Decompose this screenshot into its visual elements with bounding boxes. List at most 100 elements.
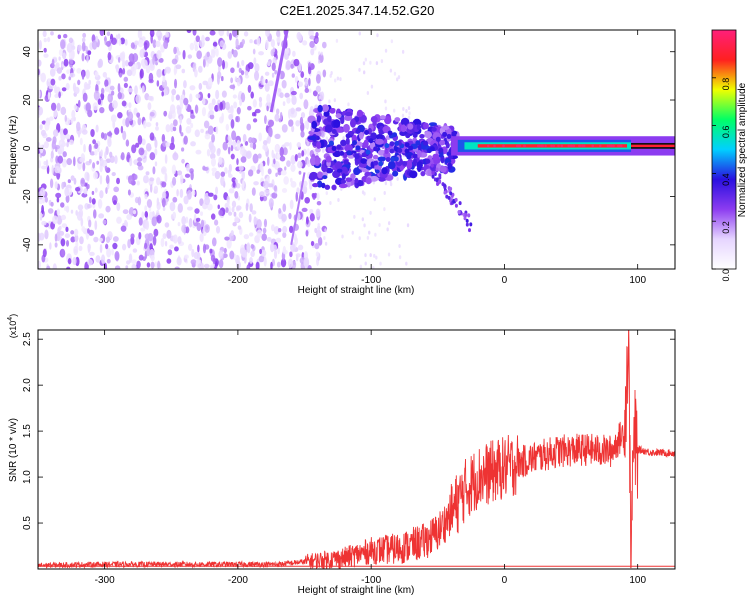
heatmap-cell: [441, 125, 450, 130]
heatmap-cell: [286, 160, 291, 168]
heatmap-cell: [66, 158, 73, 166]
heatmap-cell: [156, 80, 160, 87]
heatmap-cell: [258, 132, 263, 142]
heatmap-cell: [123, 82, 128, 89]
heatmap-cell: [398, 243, 401, 248]
heatmap-cell: [268, 198, 274, 208]
heatmap-cell: [94, 220, 98, 231]
heatmap-cell: [253, 57, 257, 65]
heatmap-cell: [65, 205, 70, 213]
heatmap-cell: [352, 140, 358, 146]
heatmap-cell: [227, 169, 232, 176]
heatmap-cell: [274, 113, 280, 122]
heatmap-cell: [198, 65, 203, 73]
heatmap-cell: [386, 227, 389, 232]
heatmap-cell: [610, 144, 613, 148]
heatmap-cell: [408, 145, 414, 151]
heatmap-cell: [544, 144, 547, 148]
heatmap-cell: [193, 213, 197, 223]
heatmap-cell: [439, 139, 446, 146]
heatmap-cell: [209, 264, 214, 269]
heatmap-cell: [344, 111, 353, 117]
heatmap-cell: [250, 244, 255, 249]
heatmap-cell: [353, 167, 361, 176]
heatmap-cell: [88, 196, 92, 204]
heatmap-cell: [190, 114, 196, 119]
heatmap-cell: [334, 161, 343, 170]
heatmap-cell: [279, 111, 283, 121]
heatmap-cell: [277, 247, 280, 255]
heatmap-cell: [364, 57, 368, 62]
heatmap-cell: [194, 44, 199, 52]
heatmap-cell: [112, 236, 119, 242]
heatmap-cell: [314, 227, 318, 234]
heatmap-cell: [307, 136, 317, 141]
heatmap-cell: [242, 179, 245, 189]
heatmap-cell: [389, 68, 393, 73]
heatmap-cell: [183, 195, 189, 205]
heatmap-cell: [146, 262, 151, 268]
heatmap-cell: [369, 253, 372, 258]
heatmap-cell: [383, 190, 386, 195]
heatmap-cell: [372, 265, 375, 269]
heatmap-cell: [315, 251, 319, 257]
heatmap-cell: [201, 106, 207, 117]
heatmap-cell: [270, 224, 275, 232]
heatmap-cell: [176, 256, 182, 266]
heatmap-cell: [83, 144, 86, 153]
heatmap-cell: [146, 246, 151, 257]
heatmap-cell: [183, 80, 187, 89]
heatmap-cell: [325, 155, 332, 163]
heatmap-cell: [106, 31, 111, 37]
heatmap-cell: [129, 157, 133, 167]
snr-y-axis: 0.5 1.0 1.5 2.0 2.5: [22, 332, 675, 530]
heatmap-cell: [407, 123, 414, 130]
heatmap-cell: [373, 146, 379, 152]
heatmap-cell: [227, 135, 231, 142]
colorbar-tick-label: 0.6: [721, 126, 731, 139]
heatmap-cell: [204, 224, 210, 233]
heatmap-cell: [316, 180, 323, 188]
heatmap-cell: [56, 67, 63, 74]
heatmap-cell: [344, 144, 353, 153]
heatmap-cell: [130, 42, 136, 49]
heatmap-cell: [125, 139, 130, 147]
heatmap-cell: [251, 210, 257, 215]
heatmap-cell: [338, 183, 348, 189]
heatmap-cell: [302, 185, 308, 195]
heatmap-cell: [174, 246, 179, 252]
heatmap-cell: [203, 263, 210, 269]
heatmap-cell: [442, 183, 446, 188]
heatmap-cell: [277, 167, 283, 173]
heatmap-cell: [375, 133, 384, 141]
heatmap-cell: [467, 213, 471, 218]
heatmap-cell: [284, 166, 287, 171]
heatmap-cell: [317, 225, 321, 231]
heatmap-cell: [314, 156, 321, 165]
heatmap-cell: [337, 198, 340, 203]
heatmap-cell: [41, 220, 47, 226]
heatmap-cell: [282, 203, 287, 212]
heatmap-cell: [228, 188, 235, 194]
heatmap-cell: [317, 59, 321, 64]
heatmap-cell: [64, 114, 68, 122]
heatmap-cell: [412, 132, 418, 138]
heatmap-cell: [162, 191, 167, 200]
heatmap-cell: [219, 40, 225, 48]
heatmap-cell: [467, 228, 471, 233]
heatmap-cell: [45, 159, 49, 168]
heatmap-cell: [144, 205, 148, 212]
heatmap-cell: [463, 216, 467, 221]
y-tick-label: 0.5: [22, 516, 33, 530]
heatmap-cell: [113, 186, 120, 193]
x-tick-label: -200: [228, 275, 248, 286]
heatmap-cell: [289, 225, 294, 234]
heatmap-y-label: Frequency (Hz): [8, 116, 19, 185]
heatmap-cell: [280, 258, 287, 268]
heatmap-cell: [225, 207, 229, 213]
heatmap-cell: [207, 92, 211, 99]
heatmap-cell: [94, 142, 99, 149]
heatmap-cell: [486, 144, 490, 148]
colorbar-tick-label: 0.8: [721, 78, 731, 91]
